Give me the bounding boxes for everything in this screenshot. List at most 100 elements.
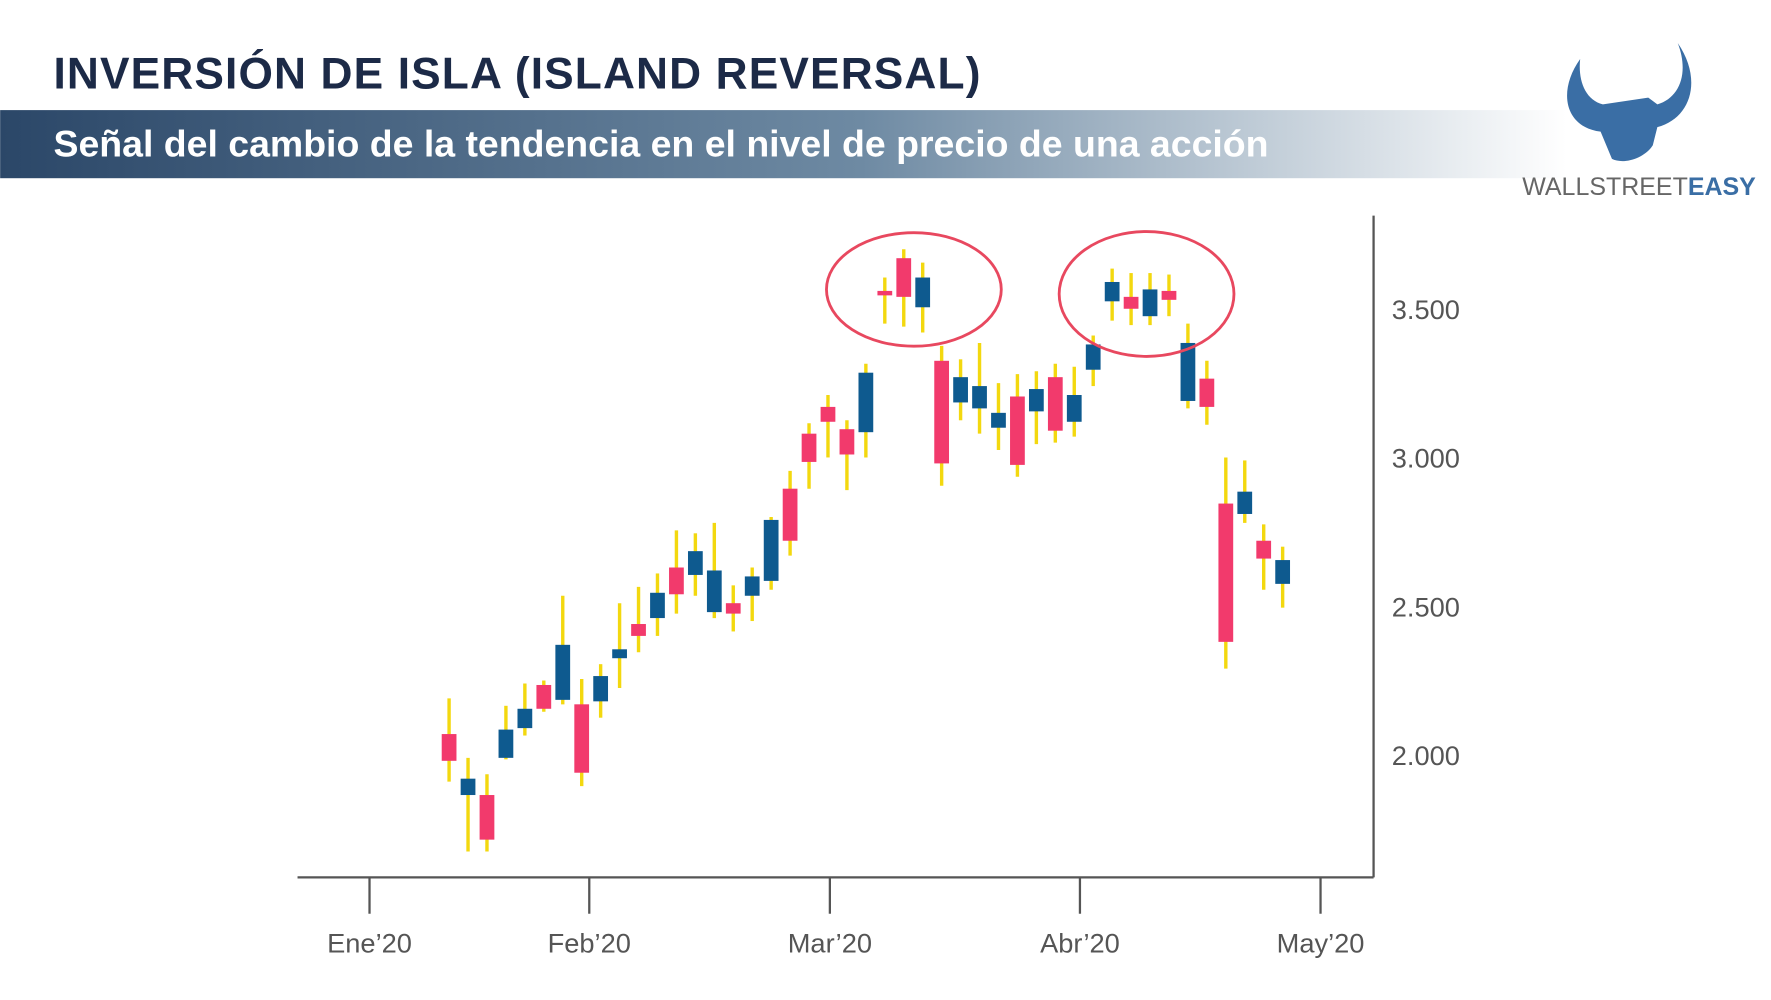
candle	[1047, 363, 1063, 443]
candle	[517, 683, 533, 736]
candle-body	[441, 734, 457, 761]
candle	[1104, 268, 1120, 321]
logo-icon	[1567, 43, 1692, 162]
candle-body	[1028, 389, 1044, 412]
candle	[1237, 460, 1253, 523]
candle-body	[536, 684, 552, 709]
candle	[479, 774, 495, 852]
candle	[498, 705, 514, 760]
x-tick-label: Feb’20	[548, 927, 631, 958]
candle-body	[1275, 560, 1291, 584]
candle-body	[953, 377, 968, 403]
candle-body	[517, 708, 533, 729]
candle	[650, 573, 665, 636]
y-tick-label: 2.500	[1392, 591, 1460, 622]
x-tick-label: Abr’20	[1040, 927, 1120, 958]
candle	[1123, 273, 1139, 326]
candle	[1180, 323, 1196, 409]
candle-body	[1218, 503, 1234, 642]
candle	[1010, 374, 1025, 477]
candle-body	[1010, 396, 1025, 465]
candle	[839, 420, 855, 491]
candle	[1028, 371, 1044, 445]
candle	[669, 530, 684, 614]
candle-body	[574, 704, 590, 773]
candle-body	[687, 551, 703, 575]
chart-subtitle: Señal del cambio de la tendencia en el n…	[53, 123, 1268, 165]
candle	[725, 585, 741, 632]
candle-body	[1142, 289, 1158, 317]
candle-body	[1256, 540, 1272, 559]
candle	[574, 679, 590, 787]
candle	[1218, 457, 1234, 669]
candle	[706, 522, 722, 619]
logo-text: WALLSTREETEASY	[1522, 173, 1756, 201]
candle-body	[650, 592, 665, 619]
x-tick-label: Mar’20	[788, 927, 872, 958]
logo-text-2: EASY	[1688, 173, 1756, 201]
candle-body	[991, 412, 1006, 428]
candle-body	[706, 570, 722, 613]
candle	[1199, 360, 1215, 425]
x-tick-label: Ene’20	[327, 927, 412, 958]
candle-body	[593, 676, 609, 702]
y-tick-label: 3.500	[1392, 294, 1460, 325]
candle	[593, 664, 609, 718]
candle	[763, 516, 779, 590]
logo-text-1: WALLSTREET	[1522, 173, 1688, 201]
y-tick-label: 3.000	[1392, 443, 1460, 474]
candle	[953, 359, 968, 421]
candle	[1256, 524, 1272, 590]
candle-body	[877, 290, 893, 296]
plot: 2.000 2.500 3.000 3.500 Ene’20 Feb’20 Mar’20 Ab…	[327, 249, 1460, 958]
candle-body	[612, 649, 627, 659]
candle-body	[744, 576, 760, 596]
candle-body	[1104, 281, 1120, 302]
candle-body	[1180, 342, 1196, 401]
candle	[441, 698, 457, 782]
candle-body	[1066, 395, 1082, 422]
candle-body	[782, 488, 798, 541]
candle-body	[801, 433, 817, 462]
candle-body	[725, 603, 741, 614]
candle-body	[858, 372, 874, 433]
island-highlight	[825, 231, 1003, 348]
candle	[555, 595, 571, 705]
candle-body	[669, 567, 684, 595]
candle-body	[1085, 344, 1101, 370]
candle-body	[555, 644, 571, 700]
candle-body	[972, 386, 987, 409]
candle	[877, 277, 893, 324]
candle-body	[460, 778, 476, 796]
chart-title: INVERSIÓN DE ISLA (ISLAND REVERSAL)	[53, 49, 981, 99]
candle-body	[479, 795, 495, 840]
candle	[820, 395, 836, 458]
island-highlight	[1057, 230, 1236, 358]
candle	[915, 262, 931, 333]
candle-body	[1199, 378, 1215, 407]
candle	[1161, 274, 1177, 317]
logo: WALLSTREETEASY	[1522, 43, 1756, 201]
candle	[687, 533, 703, 596]
candle	[1275, 546, 1291, 608]
candle	[612, 603, 627, 688]
candle	[631, 586, 646, 653]
candle	[896, 249, 912, 327]
candle	[744, 567, 760, 622]
candle-body	[631, 624, 646, 636]
y-tick-label: 2.000	[1392, 740, 1460, 771]
candle-body	[1161, 290, 1177, 300]
candle-body	[763, 519, 779, 581]
candle-body	[896, 258, 912, 297]
candle-body	[1123, 296, 1139, 309]
candle-body	[839, 429, 855, 455]
candle-body	[1237, 491, 1253, 514]
candle	[1066, 366, 1082, 437]
candle-body	[498, 729, 514, 758]
candle	[782, 470, 798, 556]
candle	[858, 363, 874, 458]
candle	[460, 757, 476, 852]
candle	[801, 423, 817, 489]
